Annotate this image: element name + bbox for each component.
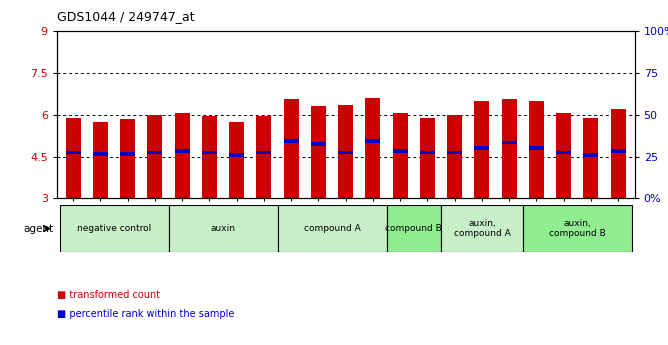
Bar [387,205,441,252]
Text: compound A: compound A [304,224,361,233]
Bar [93,152,108,156]
Bar [93,122,108,198]
Text: auxin,
compound A: auxin, compound A [454,219,510,238]
Bar [529,146,544,150]
Bar [502,141,517,145]
Bar [284,99,299,198]
Bar [148,150,162,154]
Bar [229,153,244,157]
Bar [168,205,277,252]
Bar [583,118,599,198]
Bar [338,150,353,154]
Bar [523,205,632,252]
Bar [611,149,626,153]
Bar [120,119,135,198]
Text: ■ percentile rank within the sample: ■ percentile rank within the sample [57,309,234,319]
Bar [447,115,462,198]
Bar [447,150,462,154]
Bar [365,98,381,198]
Text: ■ transformed count: ■ transformed count [57,290,160,300]
Bar [257,150,271,154]
Bar [148,115,162,198]
Bar [174,113,190,198]
Bar [202,116,217,198]
Bar [229,122,244,198]
Text: negative control: negative control [77,224,151,233]
Bar [556,113,571,198]
Bar [420,150,435,154]
Bar [65,150,81,154]
Bar [284,139,299,143]
Bar [611,109,626,198]
Bar [338,105,353,198]
Bar [441,205,523,252]
Text: auxin,
compound B: auxin, compound B [549,219,606,238]
Text: GDS1044 / 249747_at: GDS1044 / 249747_at [57,10,194,23]
Bar [393,149,407,153]
Bar [393,113,407,198]
Bar [502,99,517,198]
Bar [556,150,571,154]
Bar [474,101,490,198]
Bar [277,205,387,252]
Bar [420,118,435,198]
Text: compound B: compound B [385,224,442,233]
Bar [365,139,381,143]
Bar [311,106,326,198]
Bar [257,116,271,198]
Bar [529,101,544,198]
Bar [174,149,190,153]
Bar [65,118,81,198]
Bar [202,150,217,154]
Bar [120,152,135,156]
Bar [311,142,326,146]
Bar [59,205,168,252]
Text: auxin: auxin [210,224,236,233]
Text: agent: agent [23,224,53,234]
Bar [583,153,599,157]
Bar [474,146,490,150]
